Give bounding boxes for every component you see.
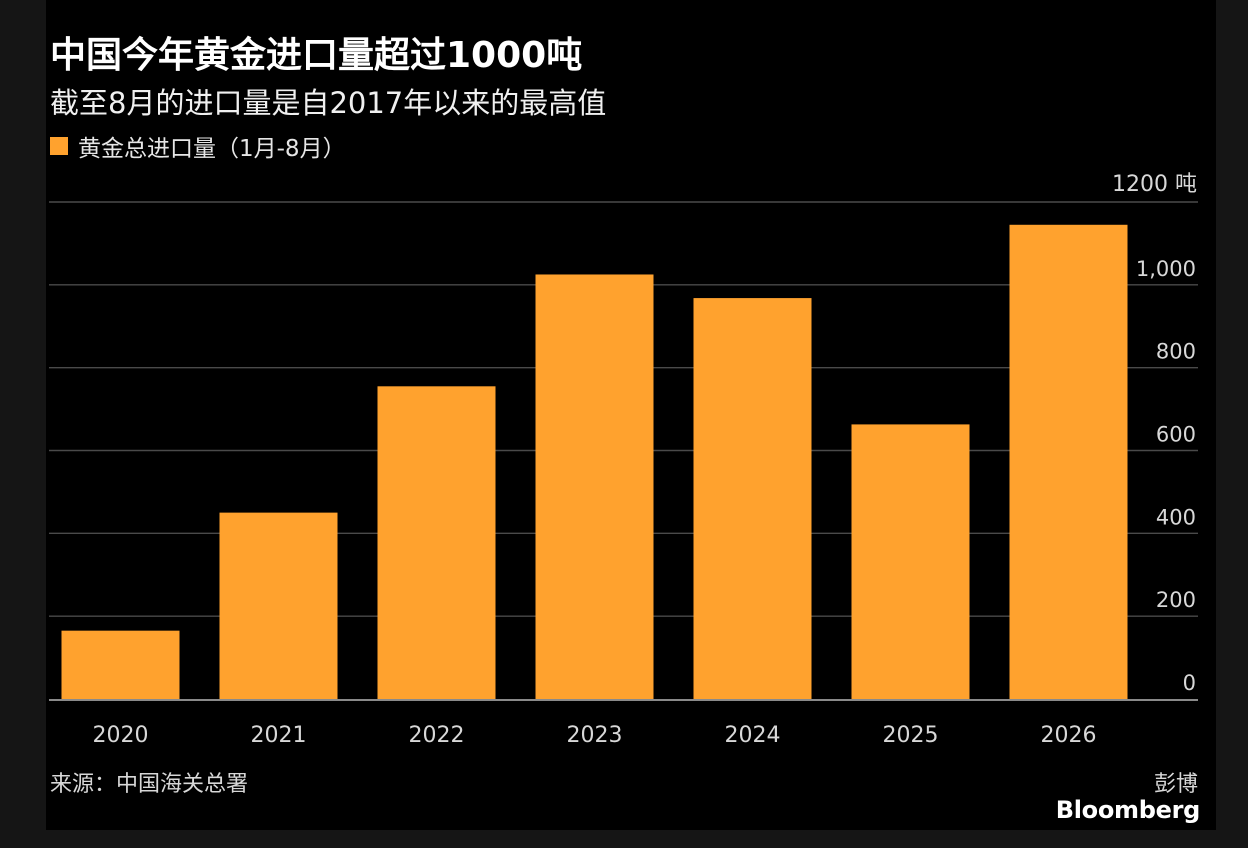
bar-2022 — [377, 386, 496, 699]
x-tick-label-2026: 2026 — [1041, 723, 1097, 748]
bar-2025 — [851, 424, 970, 699]
y-tick-label-1000: 1,000 — [1136, 257, 1196, 281]
x-tick-label-2020: 2020 — [93, 723, 149, 748]
x-tick-label-2025: 2025 — [883, 723, 939, 748]
bottom-margin — [0, 830, 1248, 848]
y-tick-label-400: 400 — [1156, 505, 1196, 529]
bar-2026 — [1009, 224, 1128, 699]
y-tick-label-600: 600 — [1156, 423, 1196, 447]
bar-2024 — [693, 298, 812, 699]
chart-title: 中国今年黄金进口量超过1000吨 — [50, 35, 583, 76]
legend-swatch — [50, 137, 68, 155]
y-tick-label-top: 1200 吨 — [1112, 172, 1197, 197]
legend: 黄金总进口量（1月-8月） — [50, 130, 346, 162]
chart-subtitle: 截至8月的进口量是自2017年以来的最高值 — [50, 86, 607, 120]
legend-label: 黄金总进口量（1月-8月） — [78, 136, 346, 162]
bar-2023 — [535, 274, 654, 699]
y-tick-label-0: 0 — [1183, 671, 1196, 695]
credit-cn: 彭博 — [1153, 772, 1198, 797]
right-margin — [1216, 0, 1248, 848]
x-tick-label-2023: 2023 — [567, 723, 623, 748]
bloomberg-logo: Bloomberg — [1055, 796, 1201, 824]
y-tick-label-200: 200 — [1156, 588, 1196, 612]
left-margin — [0, 0, 46, 848]
x-tick-label-2021: 2021 — [251, 723, 307, 748]
y-tick-label-800: 800 — [1156, 340, 1196, 364]
bar-2020 — [61, 630, 180, 699]
source-note: 来源：中国海关总署 — [50, 772, 249, 797]
bar-2021 — [219, 512, 338, 699]
x-tick-label-2024: 2024 — [725, 723, 781, 748]
x-tick-label-2022: 2022 — [409, 723, 465, 748]
